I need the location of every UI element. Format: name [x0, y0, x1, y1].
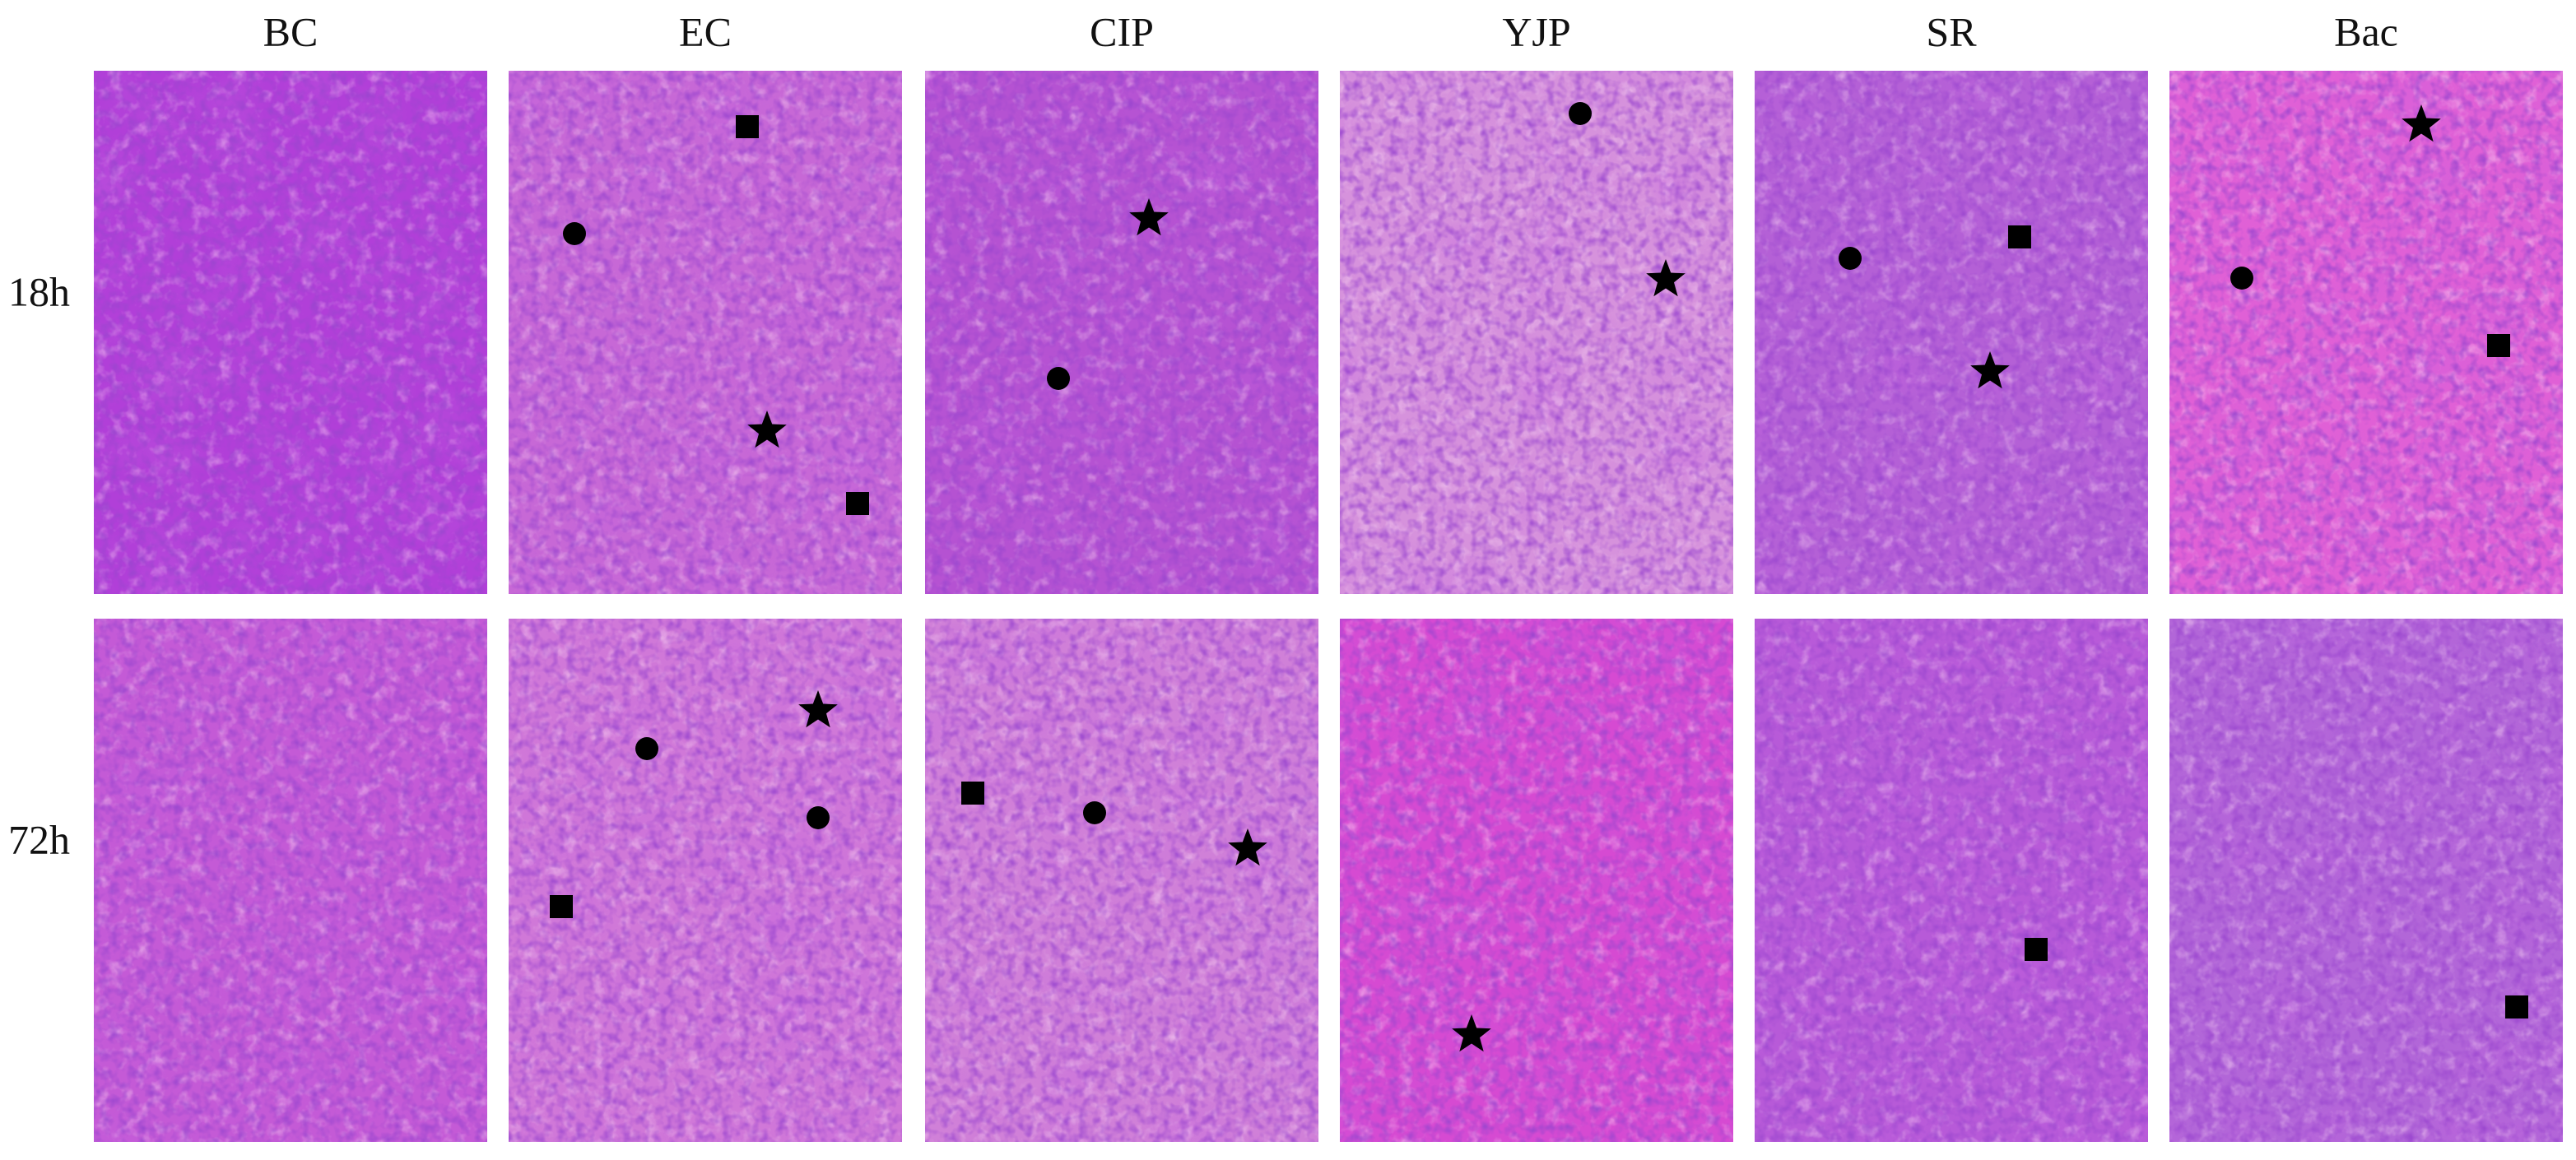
- square-marker: [846, 492, 869, 515]
- circle-marker: [1569, 102, 1592, 125]
- square-marker: [961, 782, 984, 805]
- micrograph: [2169, 619, 2563, 1142]
- star-marker: [1646, 259, 1686, 297]
- star-marker: [2402, 104, 2441, 142]
- star-marker: [1970, 351, 2010, 389]
- micrograph: [1340, 71, 1733, 594]
- tissue-nuclei: [1340, 71, 1733, 594]
- circle-marker: [807, 806, 830, 829]
- labels: BC EC CIP YJP SR Bac 18h 72h: [8, 8, 2398, 862]
- square-marker: [736, 115, 759, 138]
- tissue-nuclei: [509, 619, 902, 1142]
- micrograph: [1340, 619, 1733, 1142]
- tissue-nuclei: [94, 619, 487, 1142]
- tissue-nuclei: [1755, 71, 2148, 594]
- tissue-nuclei: [1755, 619, 2148, 1142]
- circle-marker: [635, 737, 658, 760]
- column-label: CIP: [1090, 8, 1154, 54]
- star-marker: [798, 690, 838, 728]
- column-label: SR: [1926, 8, 1977, 54]
- panels: [94, 71, 2563, 1142]
- circle-marker: [1047, 367, 1070, 390]
- micrograph: [925, 619, 1318, 1142]
- tissue-nuclei: [1340, 619, 1733, 1142]
- square-marker: [2487, 334, 2510, 357]
- star-marker: [1129, 198, 1169, 236]
- square-marker: [2505, 995, 2528, 1018]
- tissue-nuclei: [2169, 71, 2563, 594]
- tissue-nuclei: [509, 71, 902, 594]
- square-marker: [2025, 938, 2048, 961]
- micrograph: [94, 71, 487, 594]
- micrograph: [509, 619, 902, 1142]
- circle-marker: [2230, 267, 2253, 290]
- circle-marker: [1839, 247, 1862, 270]
- tissue-nuclei: [925, 71, 1318, 594]
- row-label: 72h: [8, 816, 70, 862]
- column-label: BC: [263, 8, 319, 54]
- micrograph: [925, 71, 1318, 594]
- square-marker: [550, 895, 573, 918]
- tissue-nuclei: [94, 71, 487, 594]
- micrograph: [1755, 619, 2148, 1142]
- square-marker: [2008, 225, 2031, 248]
- micrograph: [509, 71, 902, 594]
- circle-marker: [1083, 801, 1106, 824]
- star-marker: [1452, 1014, 1491, 1052]
- tissue-nuclei: [2169, 619, 2563, 1142]
- micrograph: [94, 619, 487, 1142]
- markers: [550, 102, 2528, 1052]
- star-marker: [747, 411, 787, 448]
- column-label: EC: [679, 8, 732, 54]
- row-label: 18h: [8, 268, 70, 314]
- column-label: YJP: [1502, 8, 1570, 54]
- star-marker: [1228, 828, 1267, 866]
- micrograph: [2169, 71, 2563, 594]
- tissue-nuclei: [925, 619, 1318, 1142]
- circle-marker: [563, 222, 586, 245]
- micrograph: [1755, 71, 2148, 594]
- column-label: Bac: [2334, 8, 2398, 54]
